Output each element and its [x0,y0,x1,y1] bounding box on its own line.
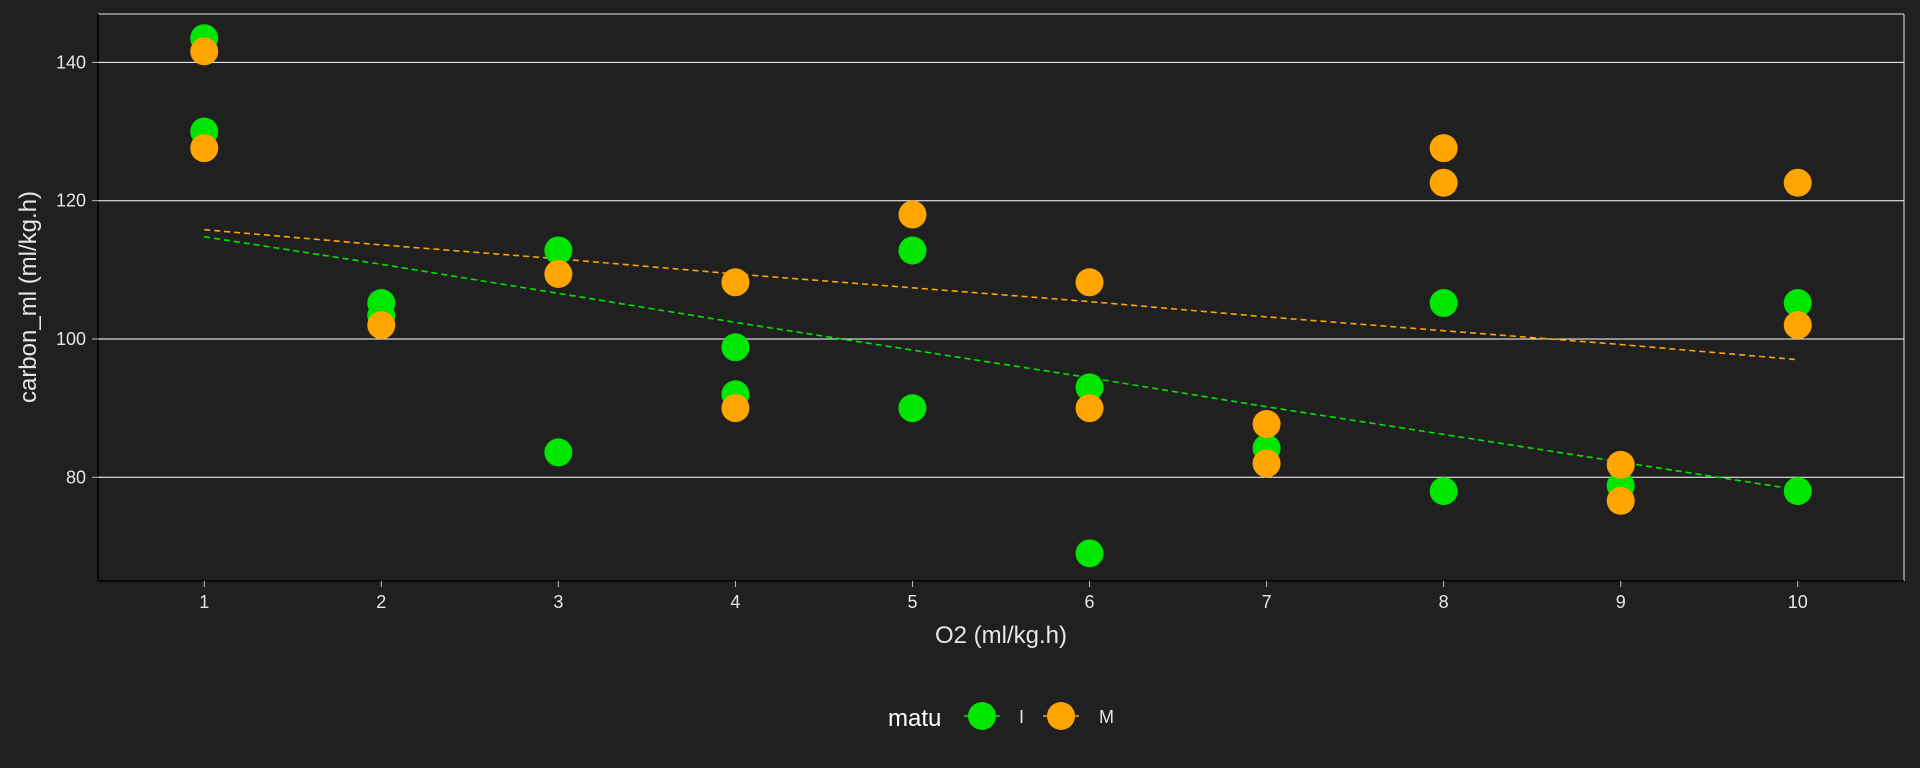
plot-panel [97,13,1905,582]
data-point-M [367,311,396,340]
gridlines [98,61,1904,478]
data-point-I [544,236,573,265]
data-point-M [1606,450,1635,479]
legend-key-I [968,702,996,730]
x-tick-label: 9 [1616,592,1626,612]
trend-line-M [204,228,1798,361]
y-tick-label: 120 [56,191,86,211]
data-point-M [190,134,219,163]
legend: matu I M [888,702,1114,732]
data-point-I [898,236,927,265]
data-point-I [721,333,750,362]
x-axis-title: O2 (ml/kg.h) [935,622,1067,649]
x-tick-label: 8 [1439,592,1449,612]
data-point-M [1783,311,1812,340]
data-point-M [1075,394,1104,423]
data-point-M [1429,168,1458,197]
data-point-M [1252,449,1281,478]
data-point-M [1429,134,1458,163]
data-point-M [898,200,927,229]
legend-key-M [1047,702,1075,730]
x-tick-label: 1 [199,592,209,612]
data-point-I [1075,373,1104,402]
data-point-I [1783,289,1812,318]
data-point-I [544,438,573,467]
data-point-M [190,37,219,66]
trend-lines [204,228,1798,491]
data-point-M [721,394,750,423]
data-point-M [544,259,573,288]
data-point-I [1429,477,1458,506]
data-point-I [1429,289,1458,318]
x-tick-label: 3 [553,592,563,612]
data-point-M [1783,168,1812,197]
x-tick-label: 2 [376,592,386,612]
y-axis-title: carbon_ml (ml/kg.h) [15,191,42,403]
data-point-M [1606,486,1635,515]
data-point-M [1075,268,1104,297]
data-point-I [1075,539,1104,568]
trend-line-I [204,235,1798,491]
y-tick-label: 100 [56,329,86,349]
legend-label-I: I [1019,707,1024,727]
legend-title: matu [888,705,941,732]
x-tick-label: 6 [1085,592,1095,612]
y-tick-label: 80 [66,467,86,487]
data-point-I [898,394,927,423]
x-tick-label: 4 [730,592,740,612]
data-point-M [1252,410,1281,439]
data-point-M [721,268,750,297]
y-axis-ticks: 80 100 120 140 [56,52,98,487]
x-tick-label: 7 [1262,592,1272,612]
data-points [190,24,1812,568]
legend-label-M: M [1099,707,1114,727]
x-tick-label: 10 [1788,592,1808,612]
data-point-I [1783,477,1812,506]
x-tick-label: 5 [907,592,917,612]
y-tick-label: 140 [56,52,86,72]
x-axis-ticks: 1 2 3 4 5 6 7 8 9 10 [199,581,1808,612]
